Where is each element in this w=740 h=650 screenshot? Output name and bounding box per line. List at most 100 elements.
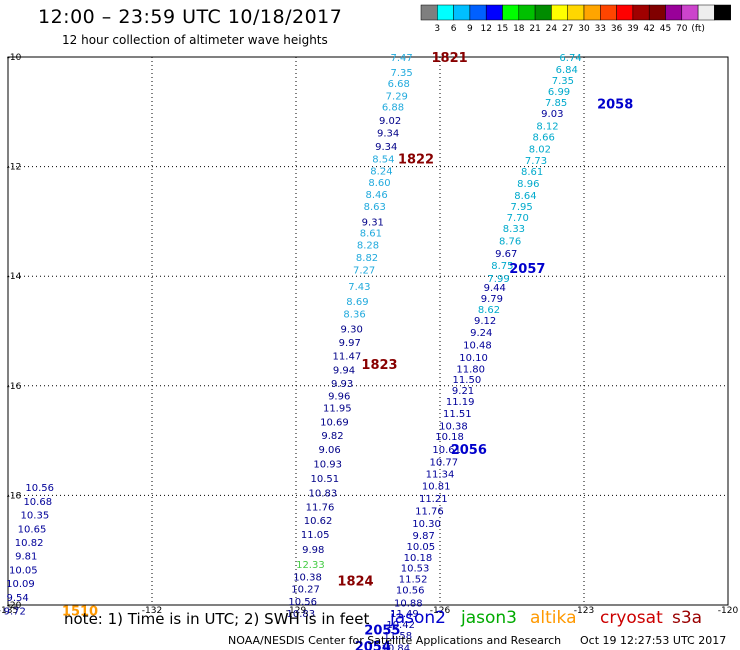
colorbar-swatch	[583, 4, 601, 21]
wave-height-value: 10.18	[435, 432, 464, 443]
wave-height-value: 10.48	[463, 341, 492, 352]
lon-tick-label: -135	[0, 606, 18, 616]
wave-height-value: 11.49	[390, 609, 419, 620]
wave-height-value: 10.56	[396, 586, 425, 597]
wave-height-value: 9.82	[321, 431, 343, 442]
colorbar-label: 42	[643, 24, 654, 34]
wave-height-value: 10.38	[293, 573, 322, 584]
colorbar-swatch	[437, 4, 454, 21]
wave-height-value: 10.51	[310, 474, 339, 485]
grid-lines	[8, 57, 728, 605]
wave-height-value: 10.05	[9, 565, 38, 576]
wave-height-value: 11.50	[453, 375, 482, 386]
wave-height-value: 10.62	[304, 516, 333, 527]
wave-height-value: 10.82	[15, 538, 44, 549]
pass-number: 2058	[597, 98, 633, 113]
lat-tick-label: -20	[7, 601, 22, 611]
colorbar-label: 9	[467, 24, 473, 34]
wave-height-value: 9.87	[413, 531, 435, 542]
wave-height-value: 9.21	[452, 386, 474, 397]
wave-height-value: 7.35	[552, 76, 574, 87]
pass-number: 2055	[364, 624, 400, 639]
wave-height-value: 9.72	[4, 606, 26, 617]
wave-height-value: 10.38	[439, 421, 468, 432]
footer-timestamp: Oct 19 12:27:53 UTC 2017	[580, 634, 727, 647]
colorbar-swatch	[567, 4, 585, 21]
lon-tick-label: -126	[430, 606, 451, 616]
wave-height-value: 10.81	[422, 482, 451, 493]
wave-height-value: 11.76	[306, 502, 335, 513]
colorbar-label: 36	[611, 24, 623, 34]
wave-height-value: 11.34	[426, 469, 455, 480]
wave-height-value: 9.94	[333, 365, 355, 376]
wave-height-value: 10.61	[432, 445, 461, 456]
wave-height-value: 8.02	[529, 145, 551, 156]
wave-height-value: 11.58	[383, 631, 412, 642]
wave-height-value: 10.56	[288, 597, 317, 608]
colorbar-label: 24	[546, 24, 558, 34]
wave-height-value: 10.53	[401, 564, 430, 575]
wave-height-value: 11.76	[415, 507, 444, 518]
lat-tick-label: -16	[7, 382, 22, 392]
wave-height-value: 12.33	[296, 560, 325, 571]
wave-height-value: 8.76	[499, 237, 521, 248]
wave-height-value: 8.61	[360, 228, 382, 239]
wave-height-value: 10.83	[309, 489, 338, 500]
colorbar-swatch	[534, 4, 552, 21]
colorbar-label: 3	[434, 24, 440, 34]
wave-height-value: 9.81	[15, 552, 37, 563]
wave-height-value: 10.30	[412, 519, 441, 530]
footer-credit: NOAA/NESDIS Center for Satellite Applica…	[228, 634, 562, 647]
wave-height-value: 8.61	[521, 167, 543, 178]
wave-height-value: 6.84	[556, 65, 578, 76]
wave-height-value: 11.19	[446, 397, 475, 408]
colorbar-label: 18	[513, 24, 525, 34]
wave-height-value: 7.85	[545, 98, 567, 109]
wave-height-value: 10.83	[286, 609, 315, 620]
wave-height-value: 8.64	[514, 191, 536, 202]
wave-height-value: 8.12	[536, 122, 558, 133]
wave-height-value: 11.21	[419, 494, 448, 505]
lat-tick-label: -10	[7, 53, 22, 63]
pass-number: 2054	[355, 640, 391, 650]
wave-height-value: 9.24	[470, 328, 492, 339]
wave-height-value: 9.67	[495, 249, 517, 260]
colorbar-label: 30	[578, 24, 590, 34]
wave-height-value: 10.27	[291, 585, 320, 596]
wave-height-value: 9.93	[331, 379, 353, 390]
wave-height-value: 7.29	[386, 91, 408, 102]
wave-height-value: 11.05	[301, 530, 330, 541]
lat-tick-label: -14	[7, 272, 22, 282]
wave-height-value: 8.24	[370, 166, 392, 177]
wave-height-value: 9.97	[339, 338, 361, 349]
wave-height-value: 9.31	[362, 217, 384, 228]
pass-number: 1822	[398, 152, 434, 167]
wave-height-value: 9.03	[541, 109, 563, 120]
legend-jason2: jason2	[390, 608, 446, 628]
wave-height-value: 11.51	[443, 409, 472, 420]
wave-height-value: 8.63	[364, 202, 386, 213]
wave-height-value: 8.82	[356, 253, 378, 264]
wave-height-value: 10.09	[6, 579, 35, 590]
wave-height-value: 9.06	[318, 445, 340, 456]
pass-number: 1821	[432, 51, 468, 66]
wave-height-value: 11.47	[333, 352, 362, 363]
wave-height-value: 7.47	[390, 53, 412, 64]
wave-height-value: 9.54	[6, 593, 28, 604]
colorbar-swatch	[714, 4, 731, 21]
wave-height-value: 8.66	[533, 132, 555, 143]
wave-height-value: 6.68	[388, 79, 410, 90]
colorbar-swatch	[420, 4, 438, 21]
wave-height-value: 7.95	[510, 202, 532, 213]
colorbar-swatch	[453, 4, 471, 21]
wave-height-value: 8.69	[346, 297, 368, 308]
colorbar-swatch	[469, 4, 487, 21]
map-frame	[7, 56, 729, 606]
colorbar: 3 6 9 12 15 18 21 24 27 30 33 36 39 42 45 70 (ft)	[420, 4, 731, 34]
wave-height-value: 7.73	[525, 156, 547, 167]
wave-height-value: 10.77	[430, 457, 459, 468]
legend-cryosat: cryosat	[600, 608, 663, 628]
colorbar-label: 15	[497, 24, 508, 34]
pass-number: 1823	[361, 358, 397, 373]
wave-height-value: 10.42	[386, 620, 415, 631]
